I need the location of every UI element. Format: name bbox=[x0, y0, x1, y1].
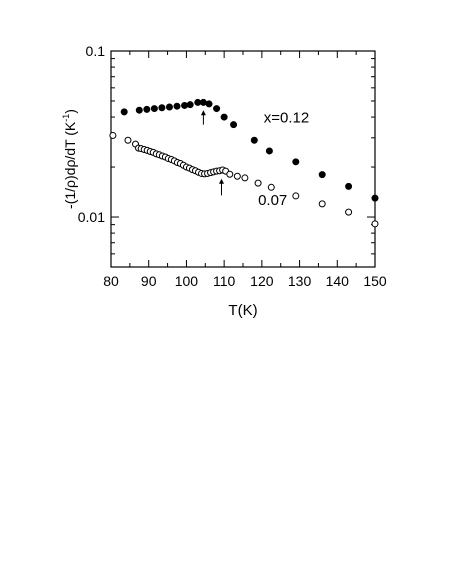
data-point bbox=[199, 98, 207, 106]
y-tick-label: 0.1 bbox=[86, 43, 106, 59]
arrow-head bbox=[219, 178, 225, 184]
x-axis-label: T(K) bbox=[228, 302, 257, 319]
series-filled bbox=[120, 98, 379, 202]
series-open bbox=[109, 131, 379, 228]
data-point bbox=[143, 105, 151, 113]
data-point bbox=[250, 136, 258, 144]
data-point bbox=[194, 98, 202, 106]
data-point bbox=[205, 100, 213, 108]
data-point bbox=[267, 183, 275, 191]
data-point bbox=[265, 147, 273, 155]
x-tick-label: 150 bbox=[363, 273, 387, 289]
data-point bbox=[371, 220, 379, 228]
x-tick-label: 140 bbox=[326, 273, 350, 289]
data-point bbox=[150, 105, 158, 113]
data-point bbox=[213, 105, 221, 113]
data-point bbox=[165, 103, 173, 111]
y-axis-label-superscript: -1 bbox=[61, 114, 71, 122]
data-series bbox=[109, 98, 379, 228]
data-point bbox=[226, 170, 234, 178]
data-point bbox=[109, 131, 117, 139]
data-point bbox=[186, 101, 194, 109]
y-axis-label-main: -(1/ρ)dρ/dT (K bbox=[62, 121, 78, 209]
data-point bbox=[254, 179, 262, 187]
data-point bbox=[230, 121, 238, 129]
arrow-head bbox=[200, 110, 206, 116]
annotations: x=0.12 0.07 bbox=[200, 110, 309, 209]
x-axis-ticks: 80 90 100 110 120 130 140 150 bbox=[103, 51, 387, 289]
x-tick-label: 130 bbox=[288, 273, 312, 289]
x-tick-label: 110 bbox=[213, 273, 236, 289]
data-point bbox=[318, 200, 326, 208]
y-axis-label-close: ) bbox=[62, 109, 78, 114]
y-axis-label: -(1/ρ)dρ/dT (K-1) bbox=[61, 109, 78, 209]
plot-frame bbox=[110, 50, 376, 268]
series-label: 0.07 bbox=[258, 192, 287, 209]
data-point bbox=[318, 171, 326, 179]
x-tick-label: 120 bbox=[250, 273, 274, 289]
data-point bbox=[173, 102, 181, 110]
data-point bbox=[220, 113, 228, 121]
data-point bbox=[292, 192, 300, 200]
data-point bbox=[181, 101, 189, 109]
data-point bbox=[345, 208, 353, 216]
data-point bbox=[241, 174, 249, 182]
data-point bbox=[158, 104, 166, 112]
data-point bbox=[124, 136, 132, 144]
data-point bbox=[371, 194, 379, 202]
data-point bbox=[292, 158, 300, 166]
arrow-annotation bbox=[219, 178, 225, 196]
x-tick-label: 100 bbox=[175, 273, 199, 289]
data-point bbox=[120, 108, 128, 116]
y-tick-label: 0.01 bbox=[78, 209, 105, 225]
data-point bbox=[233, 172, 241, 180]
arrow-annotation bbox=[200, 110, 206, 125]
x-tick-label: 80 bbox=[103, 273, 119, 289]
data-point bbox=[135, 106, 143, 114]
x-tick-label: 90 bbox=[141, 273, 157, 289]
series-label: x=0.12 bbox=[264, 110, 309, 127]
y-axis-ticks: 0.01 0.1 bbox=[78, 43, 375, 268]
data-point bbox=[345, 182, 353, 190]
